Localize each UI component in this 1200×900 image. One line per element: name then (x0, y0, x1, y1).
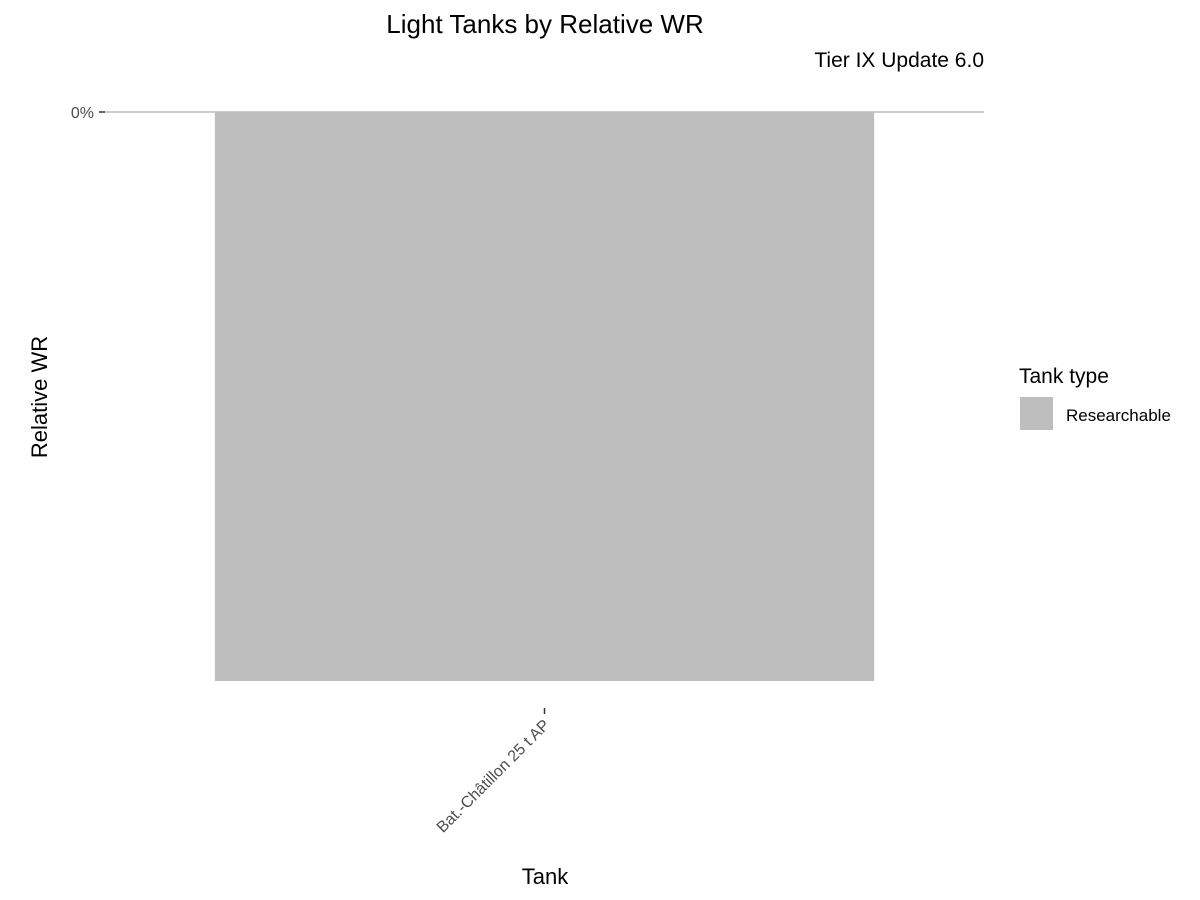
legend-swatch-0 (1020, 397, 1053, 430)
legend: Tank type Researchable (1019, 365, 1171, 430)
legend-label-0: Researchable (1066, 406, 1171, 425)
legend-items: Researchable (1020, 397, 1171, 430)
x-axis-title: Tank (522, 864, 569, 889)
y-tick-label: 0% (71, 105, 94, 122)
chart-subtitle: Tier IX Update 6.0 (814, 49, 984, 72)
y-axis-title: Relative WR (27, 336, 52, 458)
x-tick-label-0: Bat.-Châtillon 25 t AP (434, 717, 554, 837)
plot-area: 0% Bat.-Châtillon 25 t AP (71, 105, 984, 836)
bar-0 (214, 112, 875, 681)
chart-title: Light Tanks by Relative WR (386, 9, 703, 39)
legend-title: Tank type (1019, 365, 1109, 388)
